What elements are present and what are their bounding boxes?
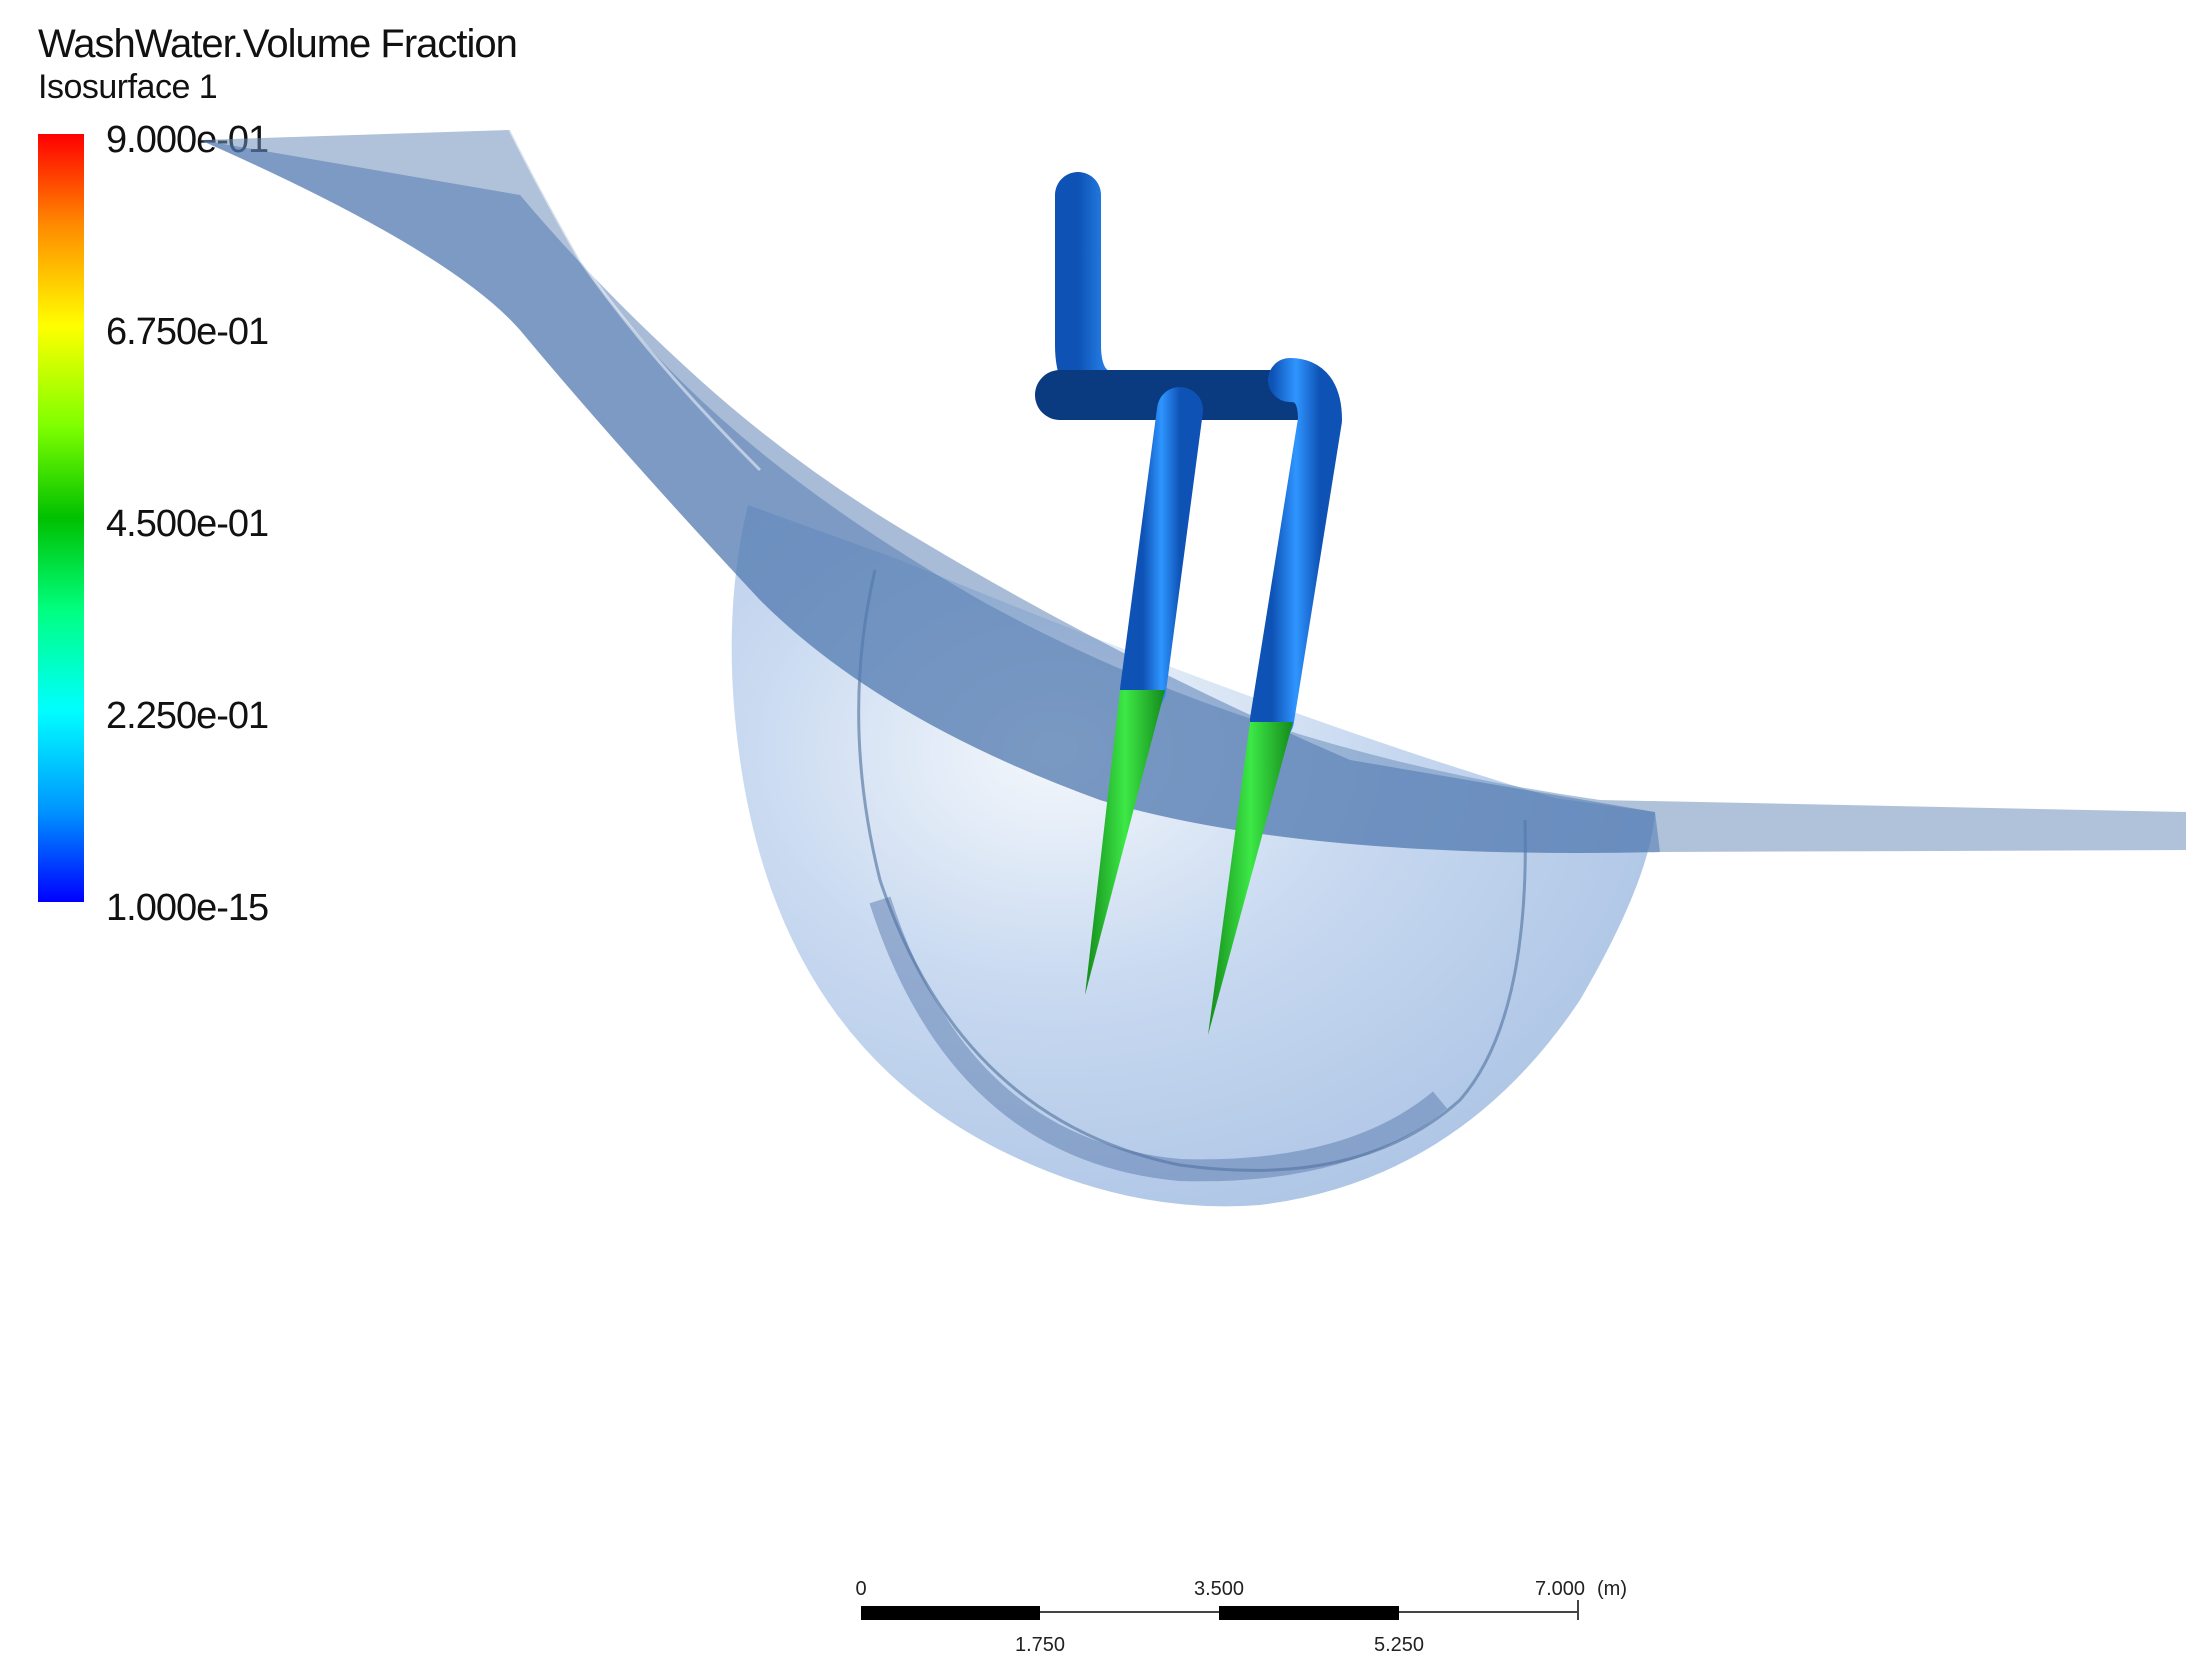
- legend-tick-label: 1.000e-15: [106, 887, 269, 929]
- scale-label-5250: 5.250: [1373, 1634, 1425, 1656]
- legend-tick-label: 2.250e-01: [106, 695, 269, 737]
- pipe-inlet-vertical: [1055, 172, 1183, 418]
- scale-label-0: 0: [855, 1578, 867, 1600]
- scale-label-1750: 1.750: [1014, 1634, 1066, 1656]
- color-legend-bar: [38, 134, 84, 902]
- legend-title: WashWater.Volume Fraction: [38, 22, 518, 66]
- legend-tick-label: 4.500e-01: [106, 503, 269, 545]
- scale-label-3500: 3.500: [1193, 1578, 1245, 1600]
- nozzle-right: [1208, 722, 1293, 1035]
- legend-tick-label: 6.750e-01: [106, 311, 269, 353]
- wash-water-pipes: [1035, 172, 1342, 1035]
- nozzle-left: [1085, 690, 1165, 995]
- vessel-inner-rim: [857, 569, 1527, 1172]
- legend-subtitle: Isosurface 1: [38, 68, 218, 106]
- pipe-branch-right: [1250, 358, 1342, 742]
- vessel-inner-rim-band: [869, 896, 1448, 1182]
- scale-bar: [861, 1600, 1579, 1620]
- pipe-branch-left: [1120, 387, 1203, 713]
- water-free-surface: [200, 129, 2186, 853]
- scale-label-7000: 7.000: [1534, 1578, 1586, 1600]
- scale-unit: (m): [1597, 1578, 1627, 1600]
